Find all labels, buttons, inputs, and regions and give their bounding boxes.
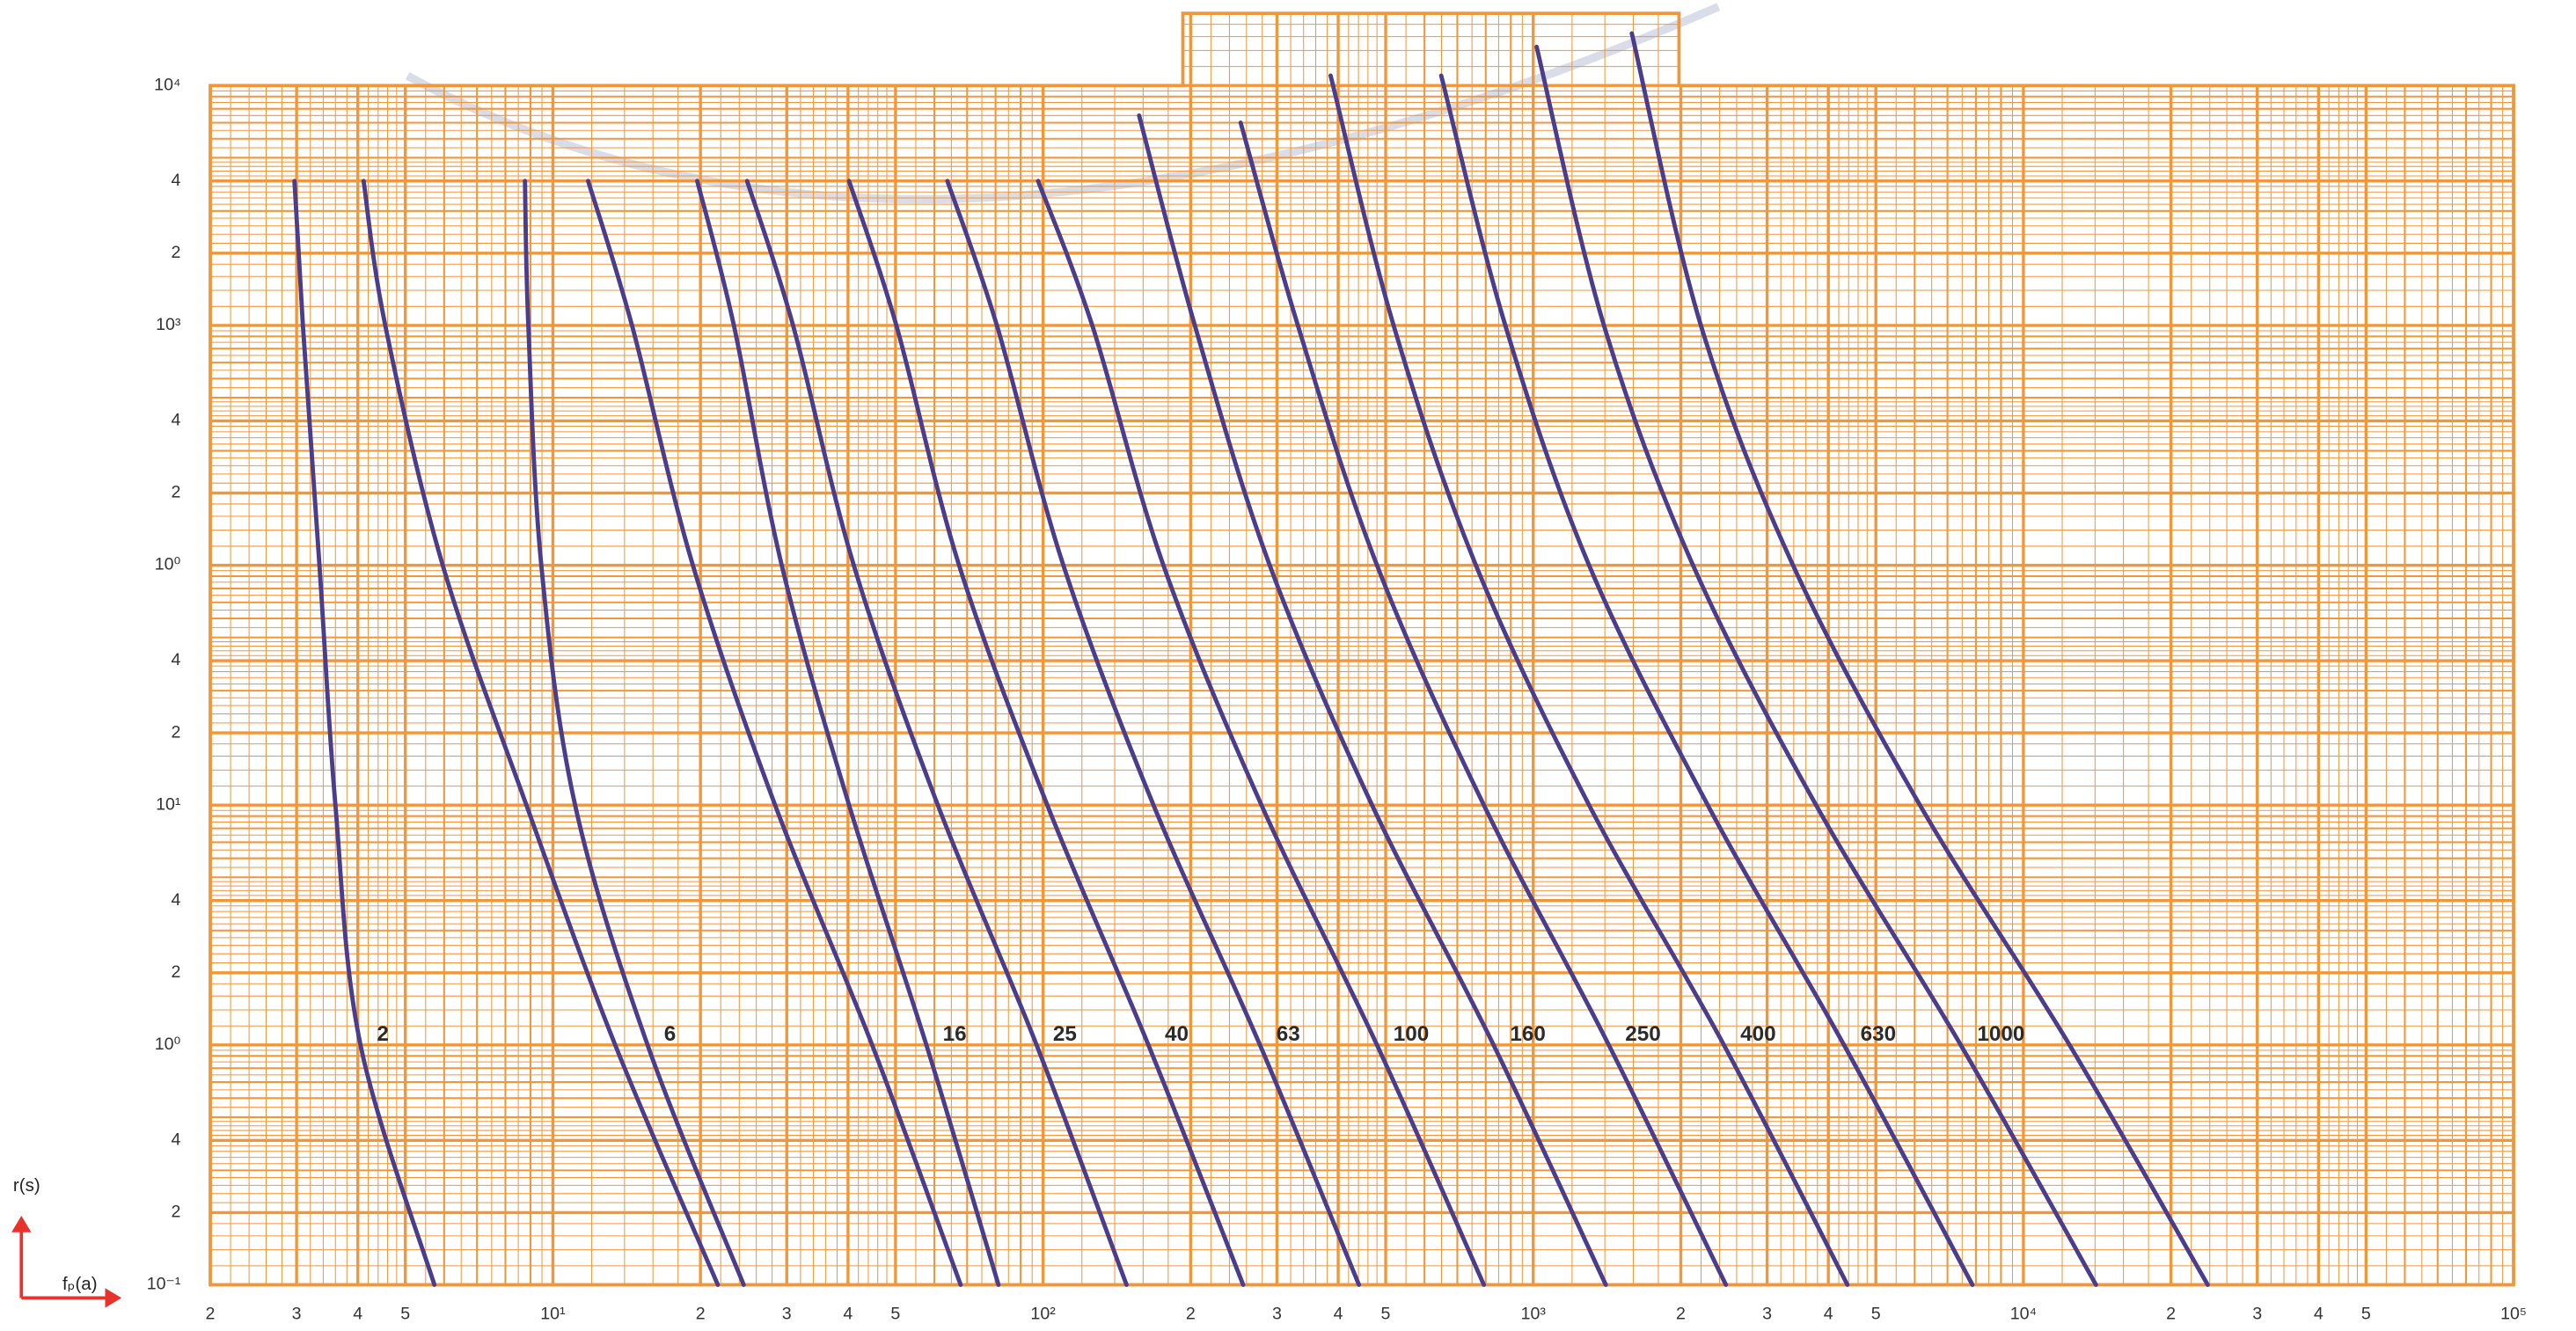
fuse-curve (586, 179, 963, 1287)
y-tick-label: 2 (172, 722, 181, 742)
curve-label: 400 (1740, 1022, 1775, 1046)
y-tick-label: 2 (172, 483, 181, 502)
fuse-curve (1629, 31, 2210, 1287)
x-tick-label: 3 (1272, 1304, 1282, 1323)
y-tick-label: 4 (172, 1130, 181, 1150)
fuse-curve (1438, 73, 1975, 1287)
curve-label: 16 (943, 1022, 967, 1046)
x-tick-label: 4 (353, 1304, 362, 1323)
fuse-curve (695, 179, 1001, 1287)
curve-label: 630 (1861, 1022, 1896, 1046)
y-axis-label: r(s) (13, 1175, 40, 1196)
x-tick-label: 3 (1762, 1304, 1772, 1323)
y-tick-label: 4 (172, 650, 181, 669)
curves (292, 31, 2210, 1287)
curve-label: 160 (1510, 1022, 1546, 1046)
x-tick-label: 4 (1824, 1304, 1833, 1323)
curve-label: 2 (377, 1022, 389, 1046)
x-tick-label: 2 (696, 1304, 706, 1323)
x-tick-label: 4 (843, 1304, 853, 1323)
curve-label: 100 (1394, 1022, 1430, 1046)
fuse-curve (1328, 73, 1850, 1287)
plot-frame (209, 11, 2515, 1287)
fuse-curve (292, 179, 437, 1287)
x-tick-label: 4 (1334, 1304, 1343, 1323)
fuse-curve (1137, 113, 1608, 1287)
x-tick-label: 10¹ (540, 1304, 566, 1323)
fuse-curve (1238, 121, 1729, 1287)
y-tick-label: 10¹ (156, 794, 181, 814)
x-tick-label: 10⁵ (2500, 1304, 2527, 1323)
curve-label: 250 (1625, 1022, 1661, 1046)
x-tick-label: 5 (400, 1304, 410, 1323)
y-tick-label: 2 (172, 1203, 181, 1222)
x-arrow-head (105, 1288, 122, 1308)
x-tick-label: 5 (2361, 1304, 2371, 1323)
fuse-curve (361, 179, 721, 1287)
x-tick-label: 5 (1871, 1304, 1881, 1323)
curve-label: 25 (1053, 1022, 1077, 1046)
y-tick-label: 10⁰ (155, 555, 181, 574)
x-tick-label: 10³ (1521, 1304, 1547, 1323)
curve-label: 63 (1277, 1022, 1300, 1046)
fuse-curve (1036, 179, 1487, 1287)
y-tick-label: 4 (172, 171, 181, 190)
curve-label: 40 (1165, 1022, 1189, 1046)
x-tick-label: 2 (2166, 1304, 2176, 1323)
y-tick-label: 4 (172, 411, 181, 430)
y-tick-label: 2 (172, 962, 181, 982)
curve-label: 1000 (1977, 1022, 2024, 1046)
fuse-curve (744, 179, 1129, 1287)
x-tick-label: 3 (2252, 1304, 2262, 1323)
y-tick-label: 10⁰ (155, 1035, 181, 1054)
labels: 2 3 4 5 10¹ 2 3 4 5 10² 2 3 4 5 10³ 2 3 4 5 10⁴ 2 3 4 5 10⁵ 10⁻¹ 2… (147, 75, 2527, 1323)
grid (209, 11, 2515, 1287)
y-tick-label: 2 (172, 243, 181, 262)
x-axis-label: fₚ(a) (62, 1274, 98, 1294)
curve-label: 6 (664, 1022, 677, 1046)
y-tick-label: 10⁻¹ (147, 1275, 181, 1294)
x-tick-label: 3 (782, 1304, 792, 1323)
fuse-curve (523, 179, 746, 1287)
x-tick-label: 4 (2314, 1304, 2324, 1323)
fuse-curve (1534, 44, 2098, 1287)
x-tick-label: 2 (206, 1304, 216, 1323)
x-tick-label: 5 (890, 1304, 900, 1323)
y-tick-label: 10⁴ (154, 75, 180, 94)
fuse-curve (846, 179, 1246, 1287)
fuse-curve (945, 179, 1362, 1287)
x-tick-label: 2 (1186, 1304, 1196, 1323)
y-tick-label: 4 (172, 890, 181, 910)
y-arrow-head (11, 1216, 32, 1232)
x-tick-label: 3 (292, 1304, 302, 1323)
y-tick-label: 10³ (156, 315, 181, 334)
watermark-arc (405, 3, 1721, 204)
x-tick-label: 5 (1381, 1304, 1391, 1323)
x-tick-label: 10² (1030, 1304, 1056, 1323)
x-tick-label: 2 (1676, 1304, 1686, 1323)
x-tick-label: 10⁴ (2010, 1304, 2037, 1323)
